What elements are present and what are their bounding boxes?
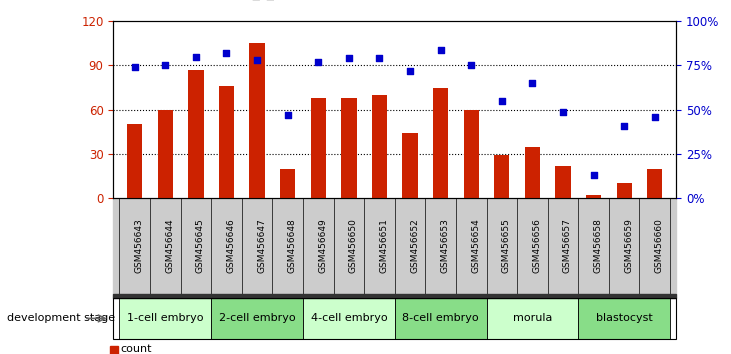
- Point: [649, 114, 661, 120]
- Text: 1-cell embryo: 1-cell embryo: [127, 313, 203, 324]
- Bar: [586, 195, 601, 198]
- Text: GSM456660: GSM456660: [655, 218, 664, 274]
- Point: [404, 68, 416, 74]
- Bar: [341, 98, 357, 198]
- Point: [129, 64, 140, 70]
- Text: GSM456648: GSM456648: [288, 219, 297, 273]
- Bar: [525, 147, 540, 198]
- Text: GSM456654: GSM456654: [471, 219, 480, 273]
- Bar: [280, 169, 295, 198]
- Text: GSM456658: GSM456658: [594, 218, 602, 274]
- Text: development stage: development stage: [7, 313, 115, 324]
- Point: [557, 109, 569, 114]
- Text: GSM456643: GSM456643: [135, 219, 144, 273]
- Text: GSM456656: GSM456656: [532, 218, 542, 274]
- Bar: [647, 169, 662, 198]
- Bar: [311, 98, 326, 198]
- Text: GSM456644: GSM456644: [165, 219, 174, 273]
- Point: [312, 59, 324, 65]
- Point: [496, 98, 507, 104]
- Text: GSM456651: GSM456651: [379, 218, 388, 274]
- Point: [374, 56, 385, 61]
- Bar: [433, 88, 448, 198]
- Point: [159, 63, 171, 68]
- Text: GSM456655: GSM456655: [501, 218, 511, 274]
- Bar: [372, 95, 387, 198]
- Text: 8-cell embryo: 8-cell embryo: [402, 313, 479, 324]
- Point: [466, 63, 477, 68]
- Bar: [616, 183, 632, 198]
- Text: GSM456650: GSM456650: [349, 218, 358, 274]
- Text: GSM456653: GSM456653: [441, 218, 450, 274]
- Bar: [158, 110, 173, 198]
- Text: GSM456659: GSM456659: [624, 218, 633, 274]
- Text: morula: morula: [512, 313, 552, 324]
- Text: GSM456649: GSM456649: [318, 219, 327, 273]
- Bar: [556, 166, 571, 198]
- Text: GSM456647: GSM456647: [257, 219, 266, 273]
- Point: [618, 123, 630, 129]
- Point: [282, 112, 294, 118]
- Text: 4-cell embryo: 4-cell embryo: [311, 313, 387, 324]
- Point: [221, 50, 232, 56]
- Text: GSM456645: GSM456645: [196, 219, 205, 273]
- Point: [526, 80, 538, 86]
- Text: GSM456652: GSM456652: [410, 219, 419, 273]
- Bar: [494, 155, 510, 198]
- Text: GSM456657: GSM456657: [563, 218, 572, 274]
- Text: 2-cell embryo: 2-cell embryo: [219, 313, 295, 324]
- Bar: [189, 70, 203, 198]
- Bar: [463, 110, 479, 198]
- Point: [435, 47, 447, 52]
- Point: [251, 57, 263, 63]
- Bar: [249, 44, 265, 198]
- Point: [343, 56, 355, 61]
- Bar: [219, 86, 234, 198]
- Bar: [402, 133, 417, 198]
- Text: GSM456646: GSM456646: [227, 219, 235, 273]
- Point: [190, 54, 202, 59]
- Bar: [127, 125, 143, 198]
- Text: blastocyst: blastocyst: [596, 313, 653, 324]
- Text: count: count: [121, 344, 152, 354]
- Point: [588, 172, 599, 178]
